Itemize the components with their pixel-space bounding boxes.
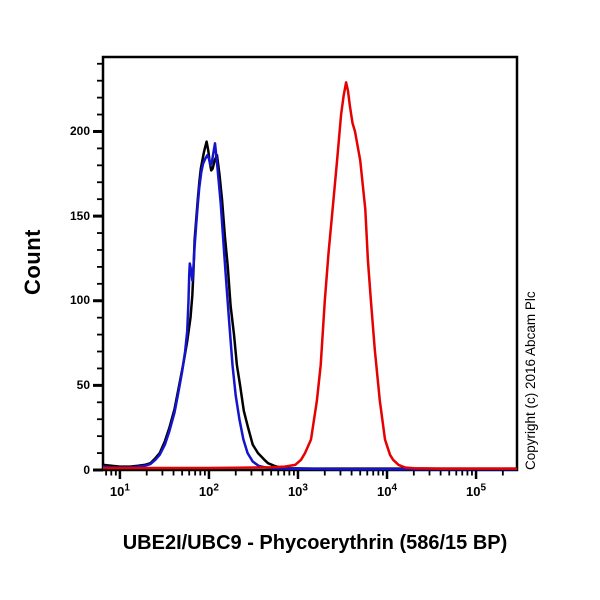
series-blue-curve: [103, 142, 517, 471]
x-axis-title: UBE2I/UBC9 - Phycoerythrin (586/15 BP): [122, 532, 508, 554]
series-black-curve: [103, 140, 517, 470]
y-tick-label: 50: [76, 377, 90, 392]
series-red-curve: [103, 81, 517, 470]
x-tick-label: 104: [376, 482, 398, 499]
y-tick-label: 200: [69, 123, 90, 138]
x-tick-label: 105: [466, 482, 487, 499]
y-tick-label: 150: [69, 208, 90, 223]
plot-frame: [101, 55, 519, 472]
copyright-notice: Copyright (c) 2016 Abcam Plc: [523, 291, 538, 470]
y-axis-title: Count: [20, 228, 45, 296]
y-tick-label: 0: [83, 462, 90, 477]
x-tick-label: 102: [198, 482, 219, 499]
x-tick-label: 101: [109, 482, 130, 499]
y-tick-label: 100: [69, 293, 90, 308]
x-tick-label: 103: [287, 482, 308, 499]
